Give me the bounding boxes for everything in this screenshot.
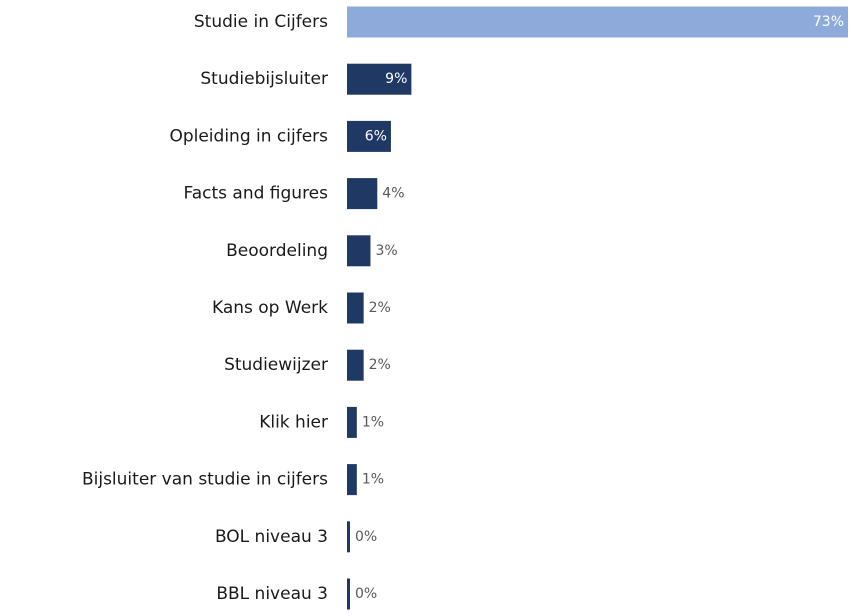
value-label: 0% (355, 586, 377, 602)
category-label: Opleiding in cijfers (169, 126, 328, 146)
category-label: Studiebijsluiter (200, 69, 328, 89)
category-label: BOL niveau 3 (215, 527, 328, 547)
bar (347, 6, 848, 38)
value-label: 2% (369, 300, 391, 316)
bar (347, 63, 412, 95)
bar (347, 406, 357, 438)
value-label: 0% (355, 529, 377, 545)
value-label: 2% (369, 357, 391, 373)
bar (347, 178, 378, 210)
category-label: Klik hier (259, 412, 328, 432)
bar (347, 349, 364, 381)
value-label: 1% (362, 414, 384, 430)
bar (347, 120, 391, 152)
category-label: Beoordeling (226, 241, 328, 261)
value-label: 73% (813, 14, 844, 30)
category-label: Facts and figures (184, 184, 329, 204)
bar (347, 292, 364, 324)
value-label: 4% (382, 186, 404, 202)
bar (347, 235, 371, 267)
category-label: BBL niveau 3 (216, 584, 328, 604)
value-label: 6% (365, 128, 387, 144)
category-label: Kans op Werk (212, 298, 328, 318)
value-label: 1% (362, 472, 384, 488)
value-label: 3% (375, 243, 397, 259)
bar (347, 521, 350, 553)
bar (347, 578, 350, 610)
category-label: Studie in Cijfers (194, 12, 328, 32)
value-label: 9% (385, 71, 407, 87)
category-label: Studiewijzer (224, 355, 328, 375)
bar (347, 464, 357, 496)
category-label: Bijsluiter van studie in cijfers (82, 470, 328, 490)
